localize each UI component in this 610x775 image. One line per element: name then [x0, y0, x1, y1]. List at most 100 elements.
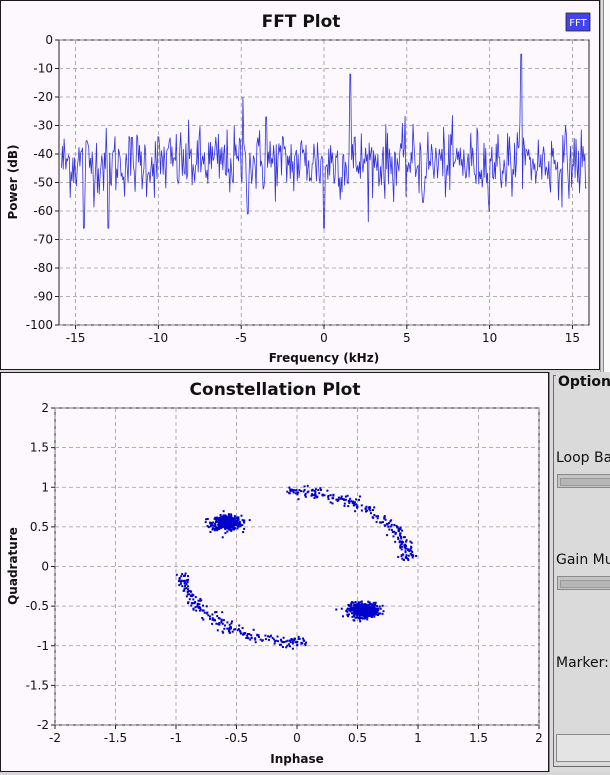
- constellation-point: [355, 606, 357, 609]
- constellation-point: [192, 594, 195, 597]
- constellation-point: [337, 496, 340, 499]
- constellation-point: [347, 615, 349, 618]
- constellation-point: [264, 634, 267, 637]
- constellation-point: [214, 611, 217, 614]
- constellation-point: [192, 608, 195, 611]
- constellation-point: [288, 492, 291, 495]
- constellation-point: [346, 613, 349, 616]
- constellation-point: [398, 528, 401, 531]
- constellation-point: [303, 488, 306, 491]
- constellation-point: [220, 515, 223, 518]
- fft-x-tick-label: -10: [149, 331, 169, 345]
- constellation-point: [371, 610, 374, 613]
- constellation-point: [343, 502, 346, 505]
- constellation-point: [368, 610, 371, 613]
- constellation-point: [198, 603, 201, 606]
- constellation-point: [183, 582, 186, 585]
- marker-select[interactable]: [556, 734, 610, 762]
- fft-y-tick-label: -80: [33, 261, 53, 275]
- constellation-point: [218, 524, 221, 527]
- gain-slider[interactable]: [557, 576, 610, 590]
- constellation-point: [408, 550, 411, 553]
- constellation-point: [401, 529, 403, 532]
- constellation-point: [348, 609, 351, 612]
- constellation-point: [259, 638, 262, 641]
- constellation-point: [367, 614, 370, 617]
- constellation-point: [373, 611, 376, 614]
- constellation-point: [230, 521, 233, 524]
- constellation-point: [353, 619, 356, 622]
- fft-legend[interactable]: FFT: [565, 12, 591, 32]
- constellation-point: [242, 531, 245, 533]
- fft-legend-swatch[interactable]: [565, 12, 591, 32]
- marker-label: Marker:: [556, 655, 609, 671]
- constellation-point: [348, 499, 350, 502]
- constellation-point: [256, 633, 259, 636]
- constellation-point: [211, 528, 214, 531]
- constellation-point: [356, 614, 359, 617]
- constellation-point: [196, 604, 199, 607]
- constellation-point: [359, 620, 362, 623]
- constellation-point: [228, 525, 231, 528]
- constellation-plot-panel[interactable]: -2 -1.5 -1 -0.5 0 0.5 1 1.5 2 2 1.5 1 0.5 0 -0.5 -1 -1.5…: [0, 372, 549, 772]
- constellation-point: [359, 614, 361, 617]
- constellation-point: [292, 491, 295, 494]
- constellation-point: [373, 514, 376, 516]
- constellation-point: [402, 553, 405, 556]
- constellation-point: [213, 619, 216, 622]
- constellation-point: [401, 540, 404, 543]
- loop-bandwidth-groove: [560, 478, 610, 486]
- constellation-point: [215, 528, 218, 531]
- constellation-point: [277, 640, 279, 643]
- fft-plot[interactable]: -15 -10 -5 0 5 10 150-10-20-30-40-50-60-70-80-…: [1, 1, 599, 369]
- constellation-point: [228, 517, 231, 520]
- constellation-point: [279, 638, 282, 641]
- constellation-point: [373, 606, 376, 609]
- constellation-point: [394, 533, 397, 535]
- constellation-point: [304, 643, 307, 646]
- gain-label: Gain Mu: [556, 552, 610, 568]
- constellation-point: [227, 514, 230, 517]
- constellation-point: [327, 494, 330, 497]
- constellation-point: [356, 504, 359, 507]
- constellation-point: [254, 641, 257, 644]
- constellation-point: [350, 602, 353, 605]
- constellation-point: [224, 532, 227, 535]
- constellation-point: [394, 531, 397, 534]
- constellation-point: [346, 608, 349, 611]
- constellation-point: [354, 601, 357, 604]
- constellation-point: [226, 524, 229, 527]
- constellation-point: [367, 600, 370, 603]
- constellation-point: [415, 555, 418, 557]
- constellation-point: [216, 615, 219, 618]
- constellation-point: [226, 621, 229, 624]
- constellation-point: [372, 614, 374, 617]
- constellation-point: [387, 525, 390, 528]
- options-panel: Option Loop Ba Gain Mu Marker:: [549, 372, 610, 772]
- constellation-point: [321, 493, 324, 496]
- constellation-point: [289, 641, 292, 644]
- constellation-point: [376, 605, 378, 608]
- constellation-point: [378, 612, 381, 615]
- constellation-point: [344, 495, 347, 498]
- constellation-point: [392, 535, 395, 538]
- constellation-point: [347, 604, 350, 607]
- constellation-point: [250, 634, 253, 637]
- constellation-point: [401, 545, 404, 548]
- constellation-point: [366, 509, 369, 512]
- constellation-point: [237, 518, 240, 521]
- constellation-point: [221, 517, 224, 520]
- loop-bandwidth-slider[interactable]: [557, 474, 610, 488]
- constellation-point: [216, 516, 219, 519]
- constellation-point: [222, 519, 225, 522]
- constellation-point: [234, 628, 237, 631]
- fft-plot-panel[interactable]: -15 -10 -5 0 5 10 15 0 -10 -20 -30 -40 -50 -60 -70 -80-…: [0, 0, 600, 370]
- fft-y-tick-label: -10: [33, 62, 53, 76]
- constellation-point: [184, 582, 187, 585]
- constellation-point: [365, 505, 368, 508]
- constellation-point: [352, 609, 355, 612]
- constellation-point: [209, 521, 211, 524]
- constellation-point: [239, 523, 242, 526]
- constellation-y-tick-label: 1.5: [30, 441, 49, 455]
- constellation-plot[interactable]: -2 -1.5 -1 -0.5 0 0.5 1 1.5 2 2 1.5 1 0.5 0 -0.5 -1 -1.5…: [1, 373, 548, 771]
